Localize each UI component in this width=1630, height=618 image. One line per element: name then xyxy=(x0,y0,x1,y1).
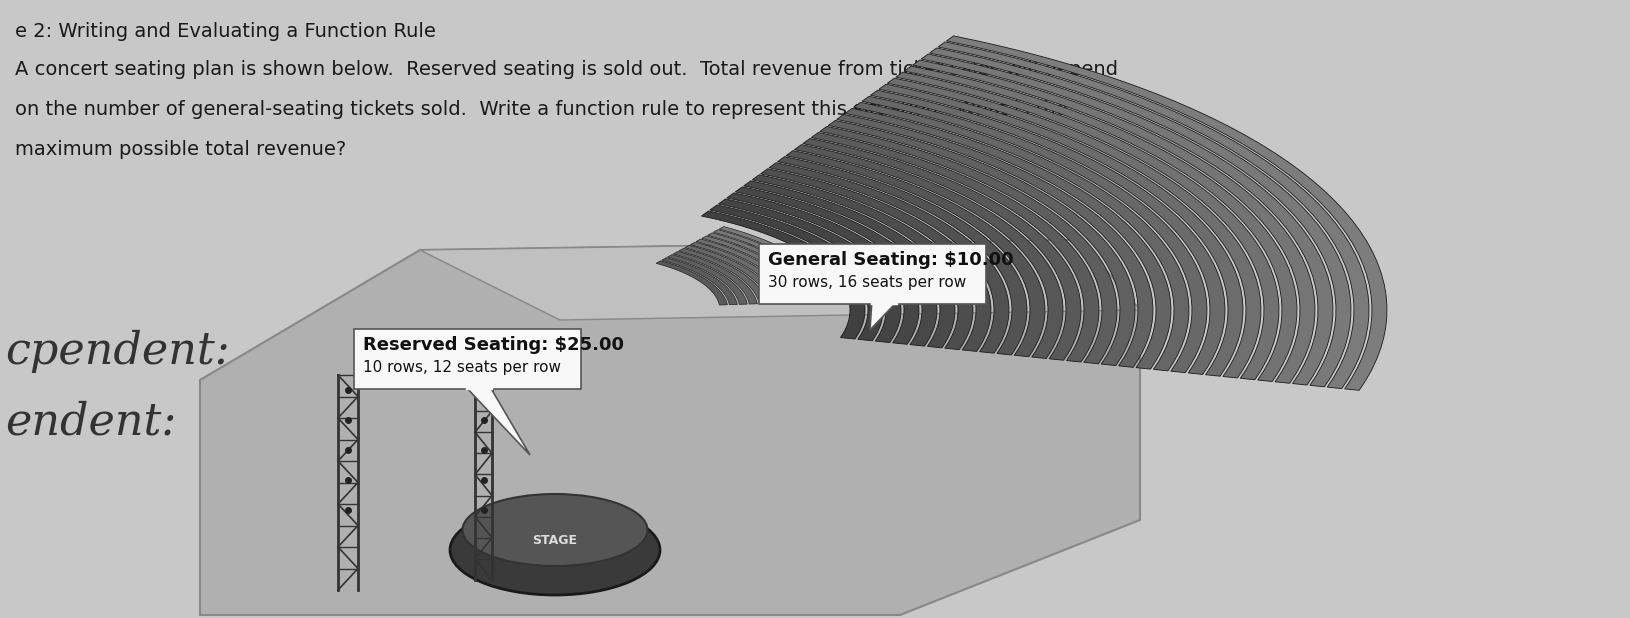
Polygon shape xyxy=(905,66,1297,381)
Polygon shape xyxy=(929,48,1351,387)
Polygon shape xyxy=(719,227,836,302)
Polygon shape xyxy=(751,175,973,350)
Polygon shape xyxy=(862,96,1206,373)
Polygon shape xyxy=(947,36,1387,391)
Polygon shape xyxy=(421,240,1139,320)
Polygon shape xyxy=(828,121,1134,366)
Polygon shape xyxy=(743,181,955,348)
Text: maximum possible total revenue?: maximum possible total revenue? xyxy=(15,140,346,159)
Text: 30 rows, 16 seats per row: 30 rows, 16 seats per row xyxy=(768,275,967,290)
Polygon shape xyxy=(887,78,1262,378)
Polygon shape xyxy=(786,151,1045,357)
FancyBboxPatch shape xyxy=(760,244,986,304)
Polygon shape xyxy=(939,42,1369,389)
Polygon shape xyxy=(921,54,1333,385)
Polygon shape xyxy=(735,187,937,346)
Polygon shape xyxy=(719,199,901,342)
Text: e 2: Writing and Evaluating a Function Rule: e 2: Writing and Evaluating a Function R… xyxy=(15,22,435,41)
Text: cpendent:: cpendent: xyxy=(5,330,230,373)
Polygon shape xyxy=(820,127,1117,364)
Polygon shape xyxy=(701,211,866,339)
Text: on the number of general-seating tickets sold.  Write a function rule to represe: on the number of general-seating tickets… xyxy=(15,100,1068,119)
Polygon shape xyxy=(680,248,768,303)
Polygon shape xyxy=(685,245,778,303)
Text: endent:: endent: xyxy=(5,400,176,443)
Polygon shape xyxy=(870,303,897,330)
Polygon shape xyxy=(794,145,1063,358)
Polygon shape xyxy=(711,205,883,341)
Polygon shape xyxy=(879,84,1244,376)
Polygon shape xyxy=(691,242,787,303)
Polygon shape xyxy=(854,103,1188,371)
Polygon shape xyxy=(703,236,807,302)
Polygon shape xyxy=(844,108,1170,369)
Polygon shape xyxy=(778,157,1027,355)
Polygon shape xyxy=(761,169,991,352)
Polygon shape xyxy=(804,138,1081,360)
FancyBboxPatch shape xyxy=(354,329,580,389)
Polygon shape xyxy=(897,72,1280,379)
Polygon shape xyxy=(466,388,530,455)
Polygon shape xyxy=(714,230,826,302)
Ellipse shape xyxy=(450,505,660,595)
Polygon shape xyxy=(812,132,1099,362)
Polygon shape xyxy=(668,255,747,305)
Polygon shape xyxy=(707,233,817,302)
Text: 10 rows, 12 seats per row: 10 rows, 12 seats per row xyxy=(363,360,561,375)
Polygon shape xyxy=(769,163,1009,353)
Polygon shape xyxy=(673,252,758,304)
Text: General Seating: $10.00: General Seating: $10.00 xyxy=(768,251,1014,269)
Polygon shape xyxy=(836,114,1152,367)
Polygon shape xyxy=(727,193,919,344)
Text: A concert seating plan is shown below.  Reserved seating is sold out.  Total rev: A concert seating plan is shown below. R… xyxy=(15,60,1118,79)
Polygon shape xyxy=(696,239,797,303)
Ellipse shape xyxy=(463,494,647,566)
Text: STAGE: STAGE xyxy=(533,533,577,546)
Polygon shape xyxy=(870,90,1224,375)
Polygon shape xyxy=(662,258,737,305)
Polygon shape xyxy=(913,60,1315,383)
Polygon shape xyxy=(200,240,1139,615)
Polygon shape xyxy=(655,261,727,305)
Text: Reserved Seating: $25.00: Reserved Seating: $25.00 xyxy=(363,336,624,354)
